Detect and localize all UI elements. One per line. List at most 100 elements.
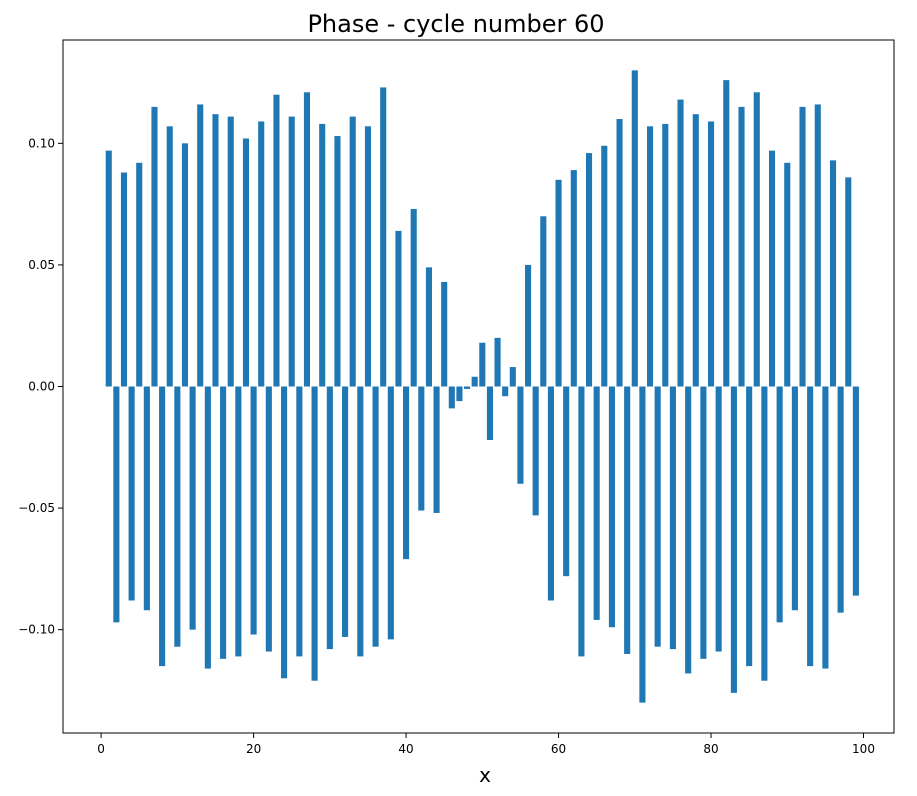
bar — [380, 87, 387, 387]
bar — [776, 386, 783, 623]
bar — [410, 208, 417, 387]
bar — [723, 80, 730, 387]
bar — [753, 92, 760, 387]
bar — [517, 386, 524, 484]
bar — [105, 150, 112, 387]
bar — [547, 386, 554, 601]
bar — [334, 136, 341, 387]
x-tick-label: 0 — [97, 742, 105, 756]
chart-title: Phase - cycle number 60 — [307, 10, 604, 38]
bar — [746, 386, 753, 667]
bar — [608, 386, 615, 628]
bar — [837, 386, 844, 613]
bar — [403, 386, 410, 560]
bar — [768, 150, 776, 387]
bar — [555, 179, 562, 387]
bar — [707, 121, 715, 387]
bar — [242, 138, 250, 387]
bar — [845, 177, 852, 387]
bar — [692, 114, 699, 387]
x-tick-label: 80 — [703, 742, 718, 756]
x-tick-label: 100 — [852, 742, 875, 756]
bar — [258, 121, 265, 387]
bar — [250, 386, 257, 635]
bar — [303, 92, 311, 387]
bar — [349, 116, 356, 387]
bar — [212, 114, 219, 387]
bar — [525, 264, 532, 387]
bar — [563, 386, 570, 577]
bar — [311, 386, 318, 681]
bar — [624, 386, 631, 654]
bar — [761, 386, 768, 681]
bar — [425, 267, 432, 387]
bar — [433, 386, 440, 513]
bar — [471, 376, 478, 387]
y-tick-label: −0.05 — [18, 501, 55, 515]
bar — [494, 337, 501, 387]
x-axis-label: x — [479, 763, 491, 787]
y-axis-ticks: −0.10 −0.05 0.00 0.05 0.10 — [18, 136, 63, 637]
bar — [578, 386, 585, 657]
bar — [189, 386, 196, 630]
bar — [654, 386, 661, 647]
bar — [791, 386, 798, 611]
bar — [395, 230, 402, 387]
bar — [456, 386, 463, 402]
y-tick-label: 0.10 — [28, 136, 55, 150]
bar — [387, 386, 394, 640]
x-tick-label: 20 — [246, 742, 261, 756]
bar — [570, 170, 577, 387]
bar — [593, 386, 600, 620]
bar — [738, 106, 745, 387]
bar — [204, 386, 211, 669]
bar — [143, 386, 150, 611]
bar — [540, 216, 547, 387]
x-tick-label: 40 — [398, 742, 413, 756]
bar — [479, 342, 486, 387]
bar — [822, 386, 829, 669]
bar — [220, 386, 227, 659]
bar — [662, 123, 669, 387]
bar — [364, 126, 371, 387]
bar — [715, 386, 722, 652]
bar — [807, 386, 814, 667]
bar — [227, 116, 234, 387]
bar — [464, 386, 471, 389]
bar — [181, 143, 189, 387]
bar — [136, 162, 143, 387]
bar — [441, 281, 448, 387]
bar — [852, 386, 859, 596]
bar — [631, 70, 638, 387]
bar — [799, 106, 806, 387]
bar — [616, 119, 623, 387]
bar — [418, 386, 425, 511]
bar — [265, 386, 272, 652]
bar — [166, 126, 173, 387]
bar — [174, 386, 181, 647]
x-tick-label: 60 — [551, 742, 566, 756]
bar — [601, 145, 608, 387]
y-tick-label: 0.05 — [28, 258, 55, 272]
bar — [120, 172, 128, 387]
bar — [357, 386, 364, 657]
bar — [685, 386, 692, 674]
bar — [784, 162, 791, 387]
bar — [296, 386, 303, 657]
bar — [128, 386, 135, 601]
bar — [502, 386, 509, 397]
bar — [509, 367, 516, 387]
bar — [151, 106, 158, 387]
bar — [730, 386, 737, 693]
bar — [288, 116, 295, 387]
bar — [814, 104, 821, 387]
bar — [281, 386, 288, 679]
y-tick-label: 0.00 — [28, 380, 55, 394]
bar — [342, 386, 349, 637]
bar — [197, 104, 204, 387]
bar-series — [105, 70, 859, 703]
bar — [486, 386, 493, 440]
x-axis-ticks: 0 20 40 60 80 100 — [97, 733, 875, 756]
bar — [677, 99, 684, 387]
bar — [669, 386, 676, 650]
